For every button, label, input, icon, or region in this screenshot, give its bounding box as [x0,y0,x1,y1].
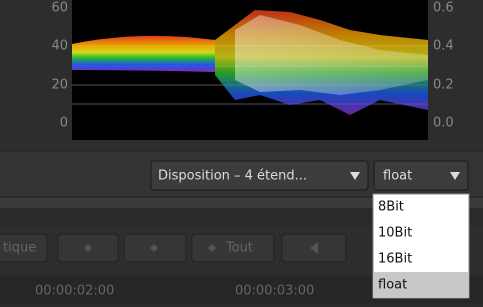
menu-item[interactable]: 8Bit [378,200,404,215]
menu-item[interactable]: 10Bit [378,226,412,241]
format-menu: 8Bit 10Bit 16Bit float [373,194,469,298]
page: 60 40 20 0 0.6 0.4 0.2 0.0 Disposition –… [0,0,483,303]
waveform [72,36,215,72]
timecode: 00:00:03:00 [235,284,314,299]
scope-label: 0.4 [433,39,454,54]
menu-item[interactable]: 16Bit [378,252,412,267]
scope-label: 20 [51,78,68,93]
dropdown-value: Disposition – 4 étend... [158,169,307,184]
button-label: tique [3,241,36,256]
scope-label: 0.0 [433,116,454,131]
dropdown-value: float [383,169,412,184]
menu-item[interactable]: float [378,278,407,293]
scope-label: 60 [51,1,68,16]
scope-label: 0 [60,116,68,131]
scope-label: 40 [51,39,68,54]
screen: 60 40 20 0 0.6 0.4 0.2 0.0 Disposition –… [0,0,483,303]
scope-label: 0.6 [433,1,454,16]
scope-label: 0.2 [433,78,454,93]
button-label: Tout [225,241,253,256]
timecode: 00:00:02:00 [35,284,114,299]
